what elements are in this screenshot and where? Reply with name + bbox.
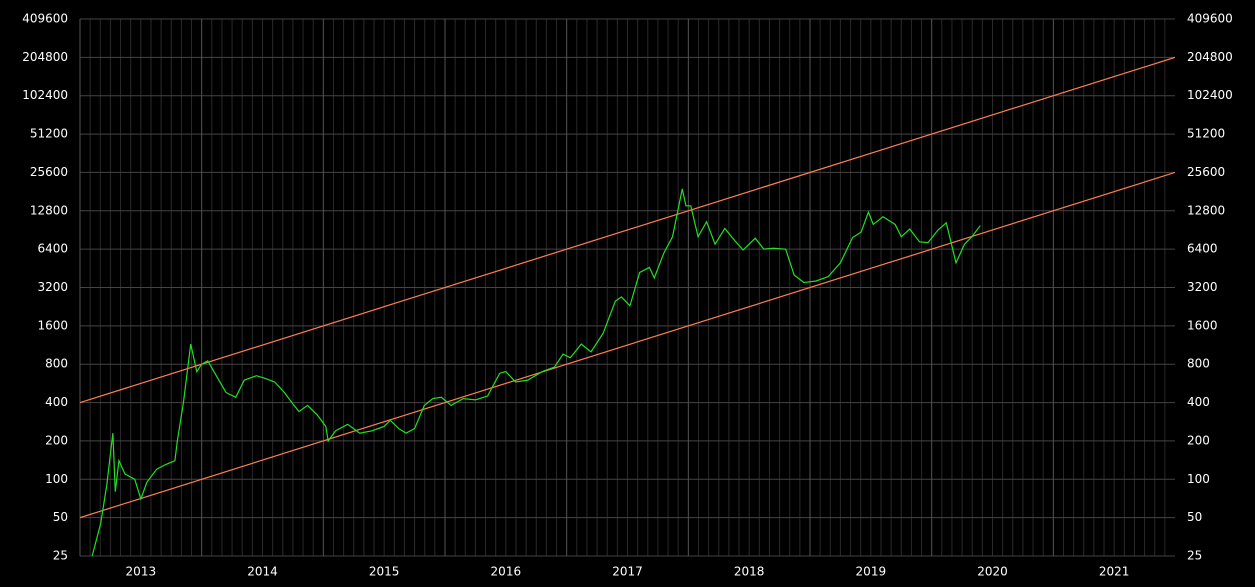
y2-tick-label: 3200 [1187, 280, 1218, 294]
y-tick-label: 1600 [37, 318, 68, 332]
y2-tick-label: 102400 [1187, 88, 1233, 102]
line [80, 56, 1175, 404]
y-tick-label: 25600 [30, 165, 68, 179]
x-tick-label: 2017 [612, 565, 643, 579]
y2-tick-label: 1600 [1187, 318, 1218, 332]
y2-tick-label: 25 [1187, 549, 1202, 563]
y2-tick-label: 200 [1187, 433, 1210, 447]
x-tick-label: 2013 [126, 565, 157, 579]
y-tick-label: 50 [53, 510, 68, 524]
y-tick-label: 100 [45, 472, 68, 486]
y-tick-label: 51200 [30, 127, 68, 141]
y-tick-label: 400 [45, 395, 68, 409]
y-tick-label: 409600 [22, 12, 68, 26]
y-tick-label: 6400 [37, 242, 68, 256]
x-tick-label: 2015 [369, 565, 400, 579]
y-tick-label: 3200 [37, 280, 68, 294]
y-tick-label: 12800 [30, 203, 68, 217]
x-tick-label: 2019 [856, 565, 887, 579]
y2-tick-label: 12800 [1187, 203, 1225, 217]
line [91, 188, 981, 556]
x-tick-label: 2020 [977, 565, 1008, 579]
y-tick-label: 102400 [22, 88, 68, 102]
y-tick-label: 200 [45, 433, 68, 447]
y2-tick-label: 204800 [1187, 50, 1233, 64]
y-tick-label: 800 [45, 357, 68, 371]
y2-tick-label: 51200 [1187, 127, 1225, 141]
x-tick-label: 2016 [491, 565, 522, 579]
y2-tick-label: 800 [1187, 357, 1210, 371]
y-tick-label: 25 [53, 549, 68, 563]
y-tick-label: 204800 [22, 50, 68, 64]
x-tick-label: 2014 [247, 565, 278, 579]
y2-tick-label: 100 [1187, 472, 1210, 486]
y2-tick-label: 400 [1187, 395, 1210, 409]
x-tick-label: 2021 [1099, 565, 1130, 579]
y2-tick-label: 6400 [1187, 242, 1218, 256]
line [80, 171, 1175, 519]
y2-tick-label: 409600 [1187, 12, 1233, 26]
y2-tick-label: 25600 [1187, 165, 1225, 179]
x-tick-label: 2018 [734, 565, 765, 579]
y2-tick-label: 50 [1187, 510, 1202, 524]
